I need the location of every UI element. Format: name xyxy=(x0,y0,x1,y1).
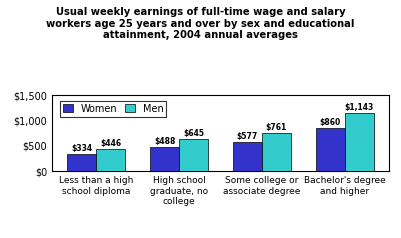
Text: $488: $488 xyxy=(154,137,175,146)
Text: $1,143: $1,143 xyxy=(344,104,374,112)
Text: $446: $446 xyxy=(100,139,122,148)
Bar xyxy=(316,128,345,171)
Bar xyxy=(179,139,208,171)
Text: $334: $334 xyxy=(71,144,93,154)
Bar xyxy=(96,149,126,171)
Legend: Women, Men: Women, Men xyxy=(61,101,166,117)
Text: $761: $761 xyxy=(266,123,287,132)
Bar xyxy=(345,113,374,171)
Bar xyxy=(262,133,291,171)
Text: $860: $860 xyxy=(320,118,341,127)
Text: $645: $645 xyxy=(183,129,204,138)
Text: Usual weekly earnings of full-time wage and salary
workers age 25 years and over: Usual weekly earnings of full-time wage … xyxy=(46,7,355,40)
Bar xyxy=(233,142,262,171)
Bar xyxy=(150,147,179,171)
Bar xyxy=(67,154,96,171)
Text: $577: $577 xyxy=(237,132,258,141)
